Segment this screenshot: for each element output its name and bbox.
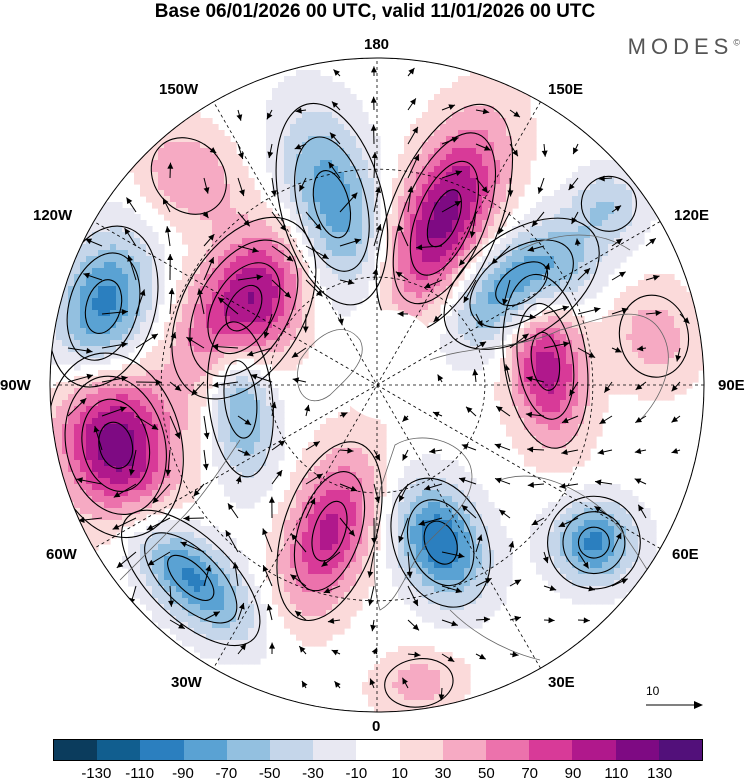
map-disk — [50, 58, 704, 712]
map-title: Base 06/01/2026 00 UTC, valid 11/01/2026… — [154, 1, 596, 22]
lon-label-150w: 150W — [159, 81, 199, 98]
colorbar-segment — [658, 740, 703, 760]
polar-map — [49, 57, 705, 713]
colorbar-tick-label: 90 — [564, 765, 582, 782]
colorbar-segment — [140, 740, 184, 760]
wind-vectors — [67, 66, 690, 701]
lon-label-120w: 120W — [33, 207, 73, 224]
colorbar-segment — [226, 740, 271, 760]
colorbar-segment — [572, 740, 616, 760]
colorbar-segment — [529, 740, 573, 760]
colorbar-segment — [486, 740, 530, 760]
map-border — [49, 57, 705, 713]
colorbar-segment — [54, 740, 98, 760]
colorbar-tick-label: -110 — [125, 765, 155, 782]
colorbar-tick-label: -70 — [215, 765, 238, 782]
colorbar-segment — [183, 740, 227, 760]
lon-label-0: 0 — [372, 718, 381, 735]
colorbar — [53, 739, 703, 761]
colorbar-segment — [399, 740, 443, 760]
graticule — [50, 58, 704, 712]
colorbar-segment — [442, 740, 487, 760]
brand-name: MODES — [627, 34, 734, 59]
lon-label-180: 180 — [364, 36, 390, 53]
colorbar-tick-label: -130 — [81, 765, 112, 782]
colorbar-segment — [615, 740, 659, 760]
lon-label-90e: 90E — [718, 377, 745, 394]
lon-label-30w: 30W — [171, 674, 202, 691]
lon-label-90w: 90W — [0, 377, 31, 394]
colorbar-tick-label: -50 — [258, 765, 281, 782]
colorbar-segment — [97, 740, 141, 760]
lon-label-60w: 60W — [46, 546, 77, 563]
colorbar-segment — [270, 740, 314, 760]
lon-label-30e: 30E — [548, 674, 575, 691]
colorbar-tick-label: 10 — [391, 765, 408, 782]
colorbar-tick-label: 110 — [604, 765, 629, 782]
lon-label-150e: 150E — [548, 81, 584, 98]
colorbar-tick-label: 130 — [647, 765, 673, 782]
lon-label-120e: 120E — [674, 207, 710, 224]
colorbar-segment — [356, 740, 400, 760]
colorbar-tick-label: 50 — [477, 765, 495, 782]
colorbar-tick-label: 70 — [521, 765, 538, 782]
reference-vector — [646, 701, 703, 709]
copyright-mark: © — [733, 37, 740, 48]
colorbar-tick-label: -30 — [302, 765, 324, 782]
colorbar-tick-label: -10 — [345, 765, 368, 782]
colorbar-ticks: -130 -110 -90 -70 -50 -30 -10 10 30 50 70 90 110 130 — [0, 765, 750, 783]
colorbar-segment — [313, 740, 357, 760]
contour-lines — [50, 102, 690, 708]
colorbar-tick-label: 30 — [434, 765, 452, 782]
colorbar-tick-label: -90 — [172, 765, 194, 782]
brand-logo: MODES© — [628, 34, 740, 60]
coastlines — [119, 234, 669, 661]
lon-label-60e: 60E — [672, 546, 699, 563]
reference-vector-label: 10 — [646, 684, 660, 698]
